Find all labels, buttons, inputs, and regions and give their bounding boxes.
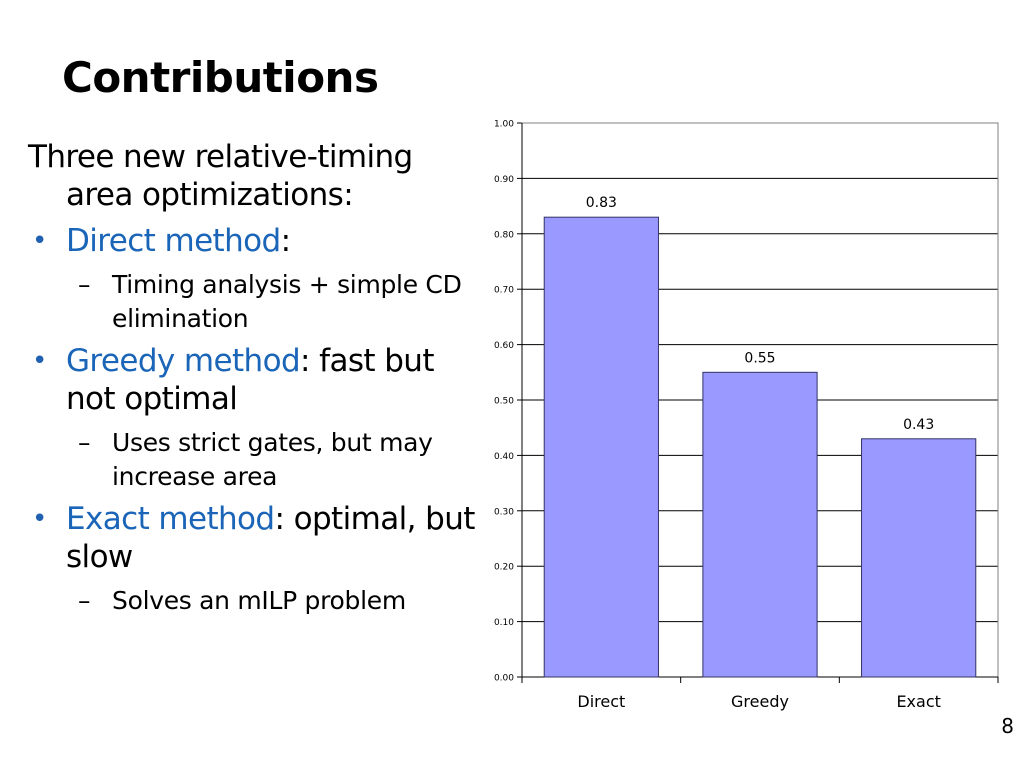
- sub-text-exact: Solves an mILP problem: [112, 586, 406, 615]
- y-tick-label: 0.10: [494, 618, 514, 628]
- y-tick-label: 0.80: [494, 230, 514, 240]
- bar-direct: [543, 216, 659, 678]
- data-label: 0.83: [586, 195, 617, 211]
- y-tick-label: 0.30: [494, 507, 514, 517]
- bar-exact: [861, 438, 977, 678]
- y-tick-label: 0.60: [494, 341, 514, 351]
- slide-title: Contributions: [62, 53, 379, 102]
- bullet-dot-icon: •: [32, 504, 47, 534]
- bullet-dot-icon: •: [32, 226, 47, 256]
- bullet-dot-icon: •: [32, 346, 47, 376]
- y-tick-label: 0.90: [494, 175, 514, 185]
- y-tick-label: 0.20: [494, 563, 514, 573]
- x-tick-label: Direct: [577, 692, 625, 711]
- data-label: 0.43: [903, 417, 934, 433]
- bullet-greedy: • Greedy method: fast but not optimal: [28, 342, 478, 418]
- y-tick-label: 0.50: [494, 397, 514, 407]
- sub-bullet-direct: – Timing analysis + simple CD elimination: [28, 268, 478, 336]
- method-label-greedy: Greedy method: [66, 343, 301, 379]
- data-label: 0.55: [744, 350, 775, 366]
- dash-icon: –: [78, 428, 91, 457]
- bar-greedy: [702, 371, 818, 678]
- bullet-exact: • Exact method: optimal, but slow: [28, 500, 478, 576]
- method-desc-direct: :: [280, 223, 291, 259]
- method-desc-exact: : optimal, but slow: [66, 501, 475, 575]
- bullet-direct: • Direct method:: [28, 222, 478, 260]
- method-desc-greedy: : fast but not optimal: [66, 343, 434, 417]
- bar-chart: 0.00 0.10 0.20 0.30 0.40 0.50 0.60 0.70 0.80 0.90…: [494, 120, 999, 711]
- y-tick-label: 0.00: [494, 674, 514, 684]
- intro-text: Three new relative-timing area optimizat…: [28, 139, 413, 213]
- sub-bullet-greedy: – Uses strict gates, but may increase are…: [28, 426, 478, 494]
- x-tick-label: Greedy: [731, 692, 789, 711]
- method-label-direct: Direct method: [66, 223, 281, 259]
- x-tick-label: Exact: [896, 692, 940, 711]
- bullet-content: Three new relative-timing area optimizat…: [28, 138, 478, 624]
- sub-bullet-exact: – Solves an mILP problem: [28, 584, 478, 618]
- sub-text-direct: Timing analysis + simple CD elimination: [112, 270, 462, 333]
- sub-text-greedy: Uses strict gates, but may increase area: [112, 428, 433, 491]
- y-tick-label: 0.70: [494, 286, 514, 296]
- dash-icon: –: [78, 586, 91, 615]
- dash-icon: –: [78, 270, 91, 299]
- y-tick-label: 0.40: [494, 452, 514, 462]
- page-number: 8: [1001, 714, 1014, 738]
- method-label-exact: Exact method: [66, 501, 275, 537]
- y-tick-label: 1.00: [494, 120, 514, 130]
